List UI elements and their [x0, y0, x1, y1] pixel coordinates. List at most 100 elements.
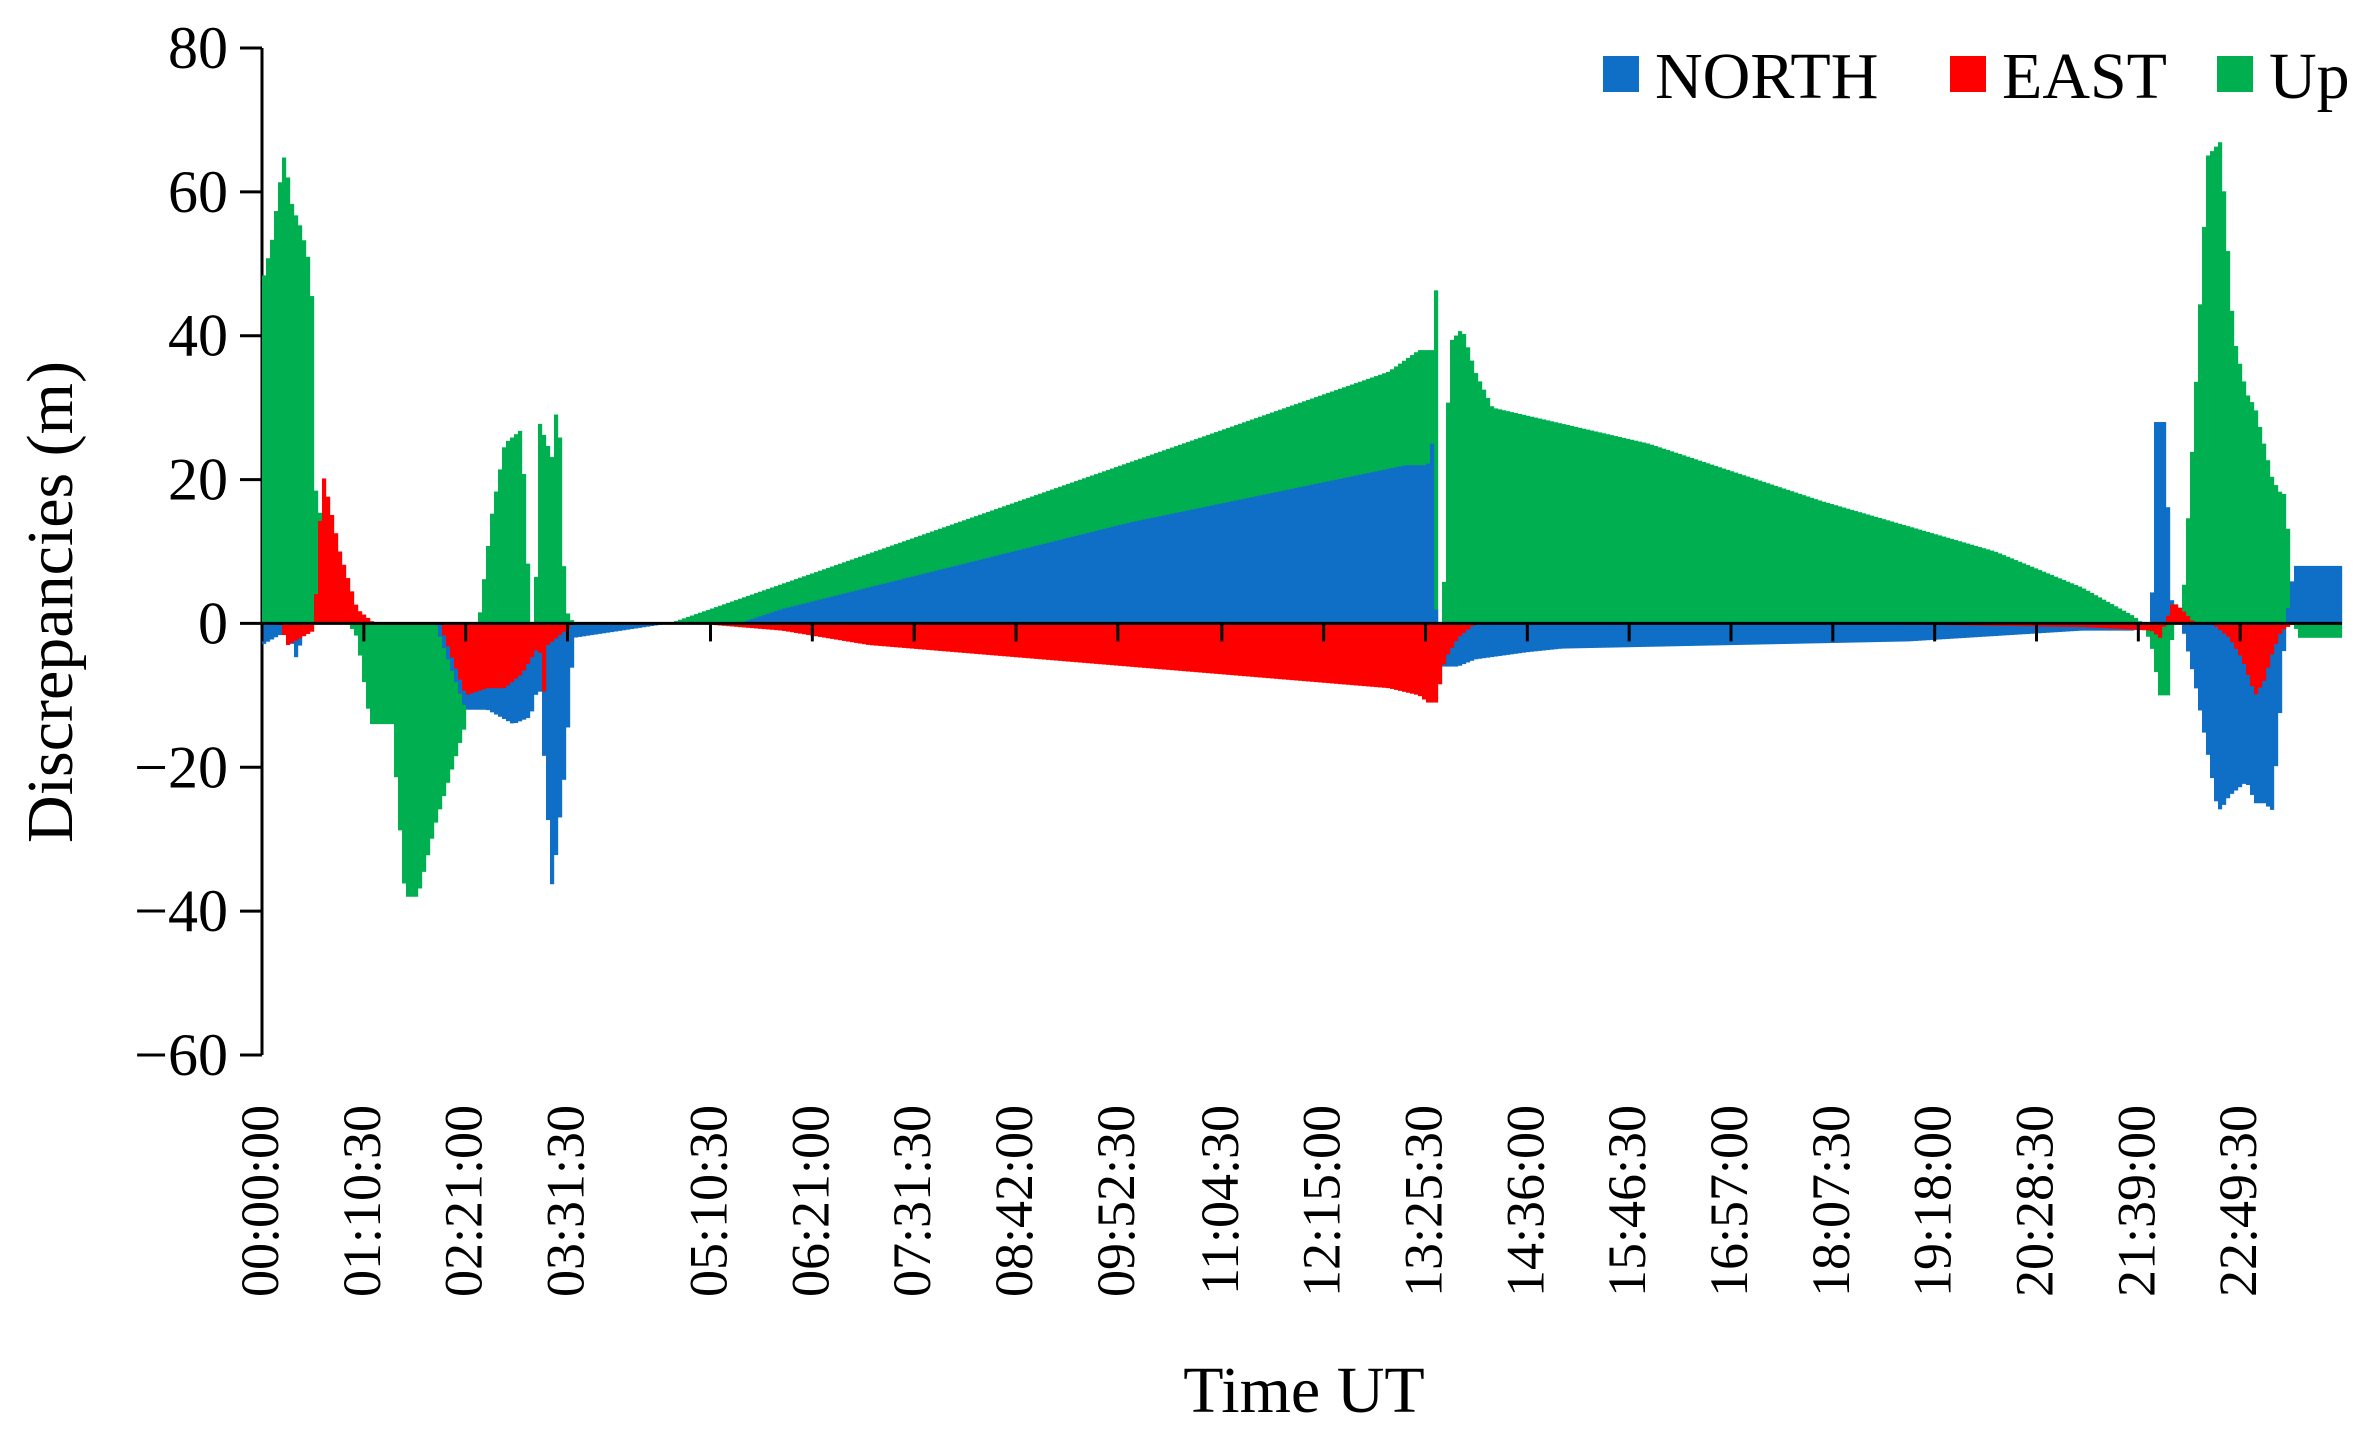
- bar-up: [690, 615, 695, 624]
- bar-north: [598, 623, 603, 634]
- bar-up: [2250, 402, 2255, 624]
- bar-north: [1874, 623, 1879, 643]
- bar-up: [1718, 467, 1723, 624]
- bar-north: [1146, 518, 1151, 624]
- bar-north: [642, 623, 647, 628]
- bar-up: [1770, 484, 1775, 624]
- bar-east: [486, 623, 491, 689]
- bar-north: [266, 623, 271, 642]
- bar-up: [1814, 499, 1819, 624]
- bar-east: [506, 623, 511, 686]
- bar-east: [1302, 623, 1307, 682]
- bar-north: [1882, 623, 1887, 642]
- bar-up: [2034, 568, 2039, 624]
- bar-up: [2286, 528, 2291, 624]
- bar-north: [2166, 507, 2171, 624]
- bar-north: [2338, 565, 2343, 624]
- bar-up: [2210, 151, 2215, 624]
- bar-north: [1854, 623, 1859, 643]
- bar-east: [1382, 623, 1387, 688]
- bar-up: [1446, 402, 1451, 624]
- bar-north: [2186, 623, 2191, 652]
- x-tick-label: 08:42:00: [984, 1105, 1044, 1297]
- bar-north: [1798, 623, 1803, 644]
- bar-east: [858, 623, 863, 644]
- bar-up: [402, 623, 407, 884]
- bar-north: [1850, 623, 1855, 643]
- bar-north: [1890, 623, 1895, 642]
- bar-north: [878, 584, 883, 624]
- bar-east: [2122, 623, 2127, 630]
- bar-up: [2314, 623, 2319, 638]
- bar-east: [1134, 623, 1139, 668]
- bar-up: [426, 623, 431, 856]
- bar-up: [1902, 524, 1907, 624]
- bar-up: [850, 559, 855, 624]
- bar-north: [1286, 489, 1291, 624]
- bar-east: [514, 623, 519, 679]
- bar-up: [2078, 586, 2083, 624]
- bar-east: [2110, 623, 2115, 629]
- bar-north: [558, 623, 563, 818]
- bar-up: [406, 623, 411, 897]
- bar-east: [2098, 623, 2103, 628]
- bar-east: [2070, 623, 2075, 627]
- bar-east: [1358, 623, 1363, 686]
- bar-east: [986, 623, 991, 655]
- bar-east: [1398, 623, 1403, 691]
- bar-north: [1922, 623, 1927, 641]
- bar-north: [1842, 623, 1847, 643]
- bar-north: [2326, 565, 2331, 624]
- bar-east: [1154, 623, 1159, 669]
- bar-up: [2126, 612, 2131, 624]
- bar-east: [2038, 623, 2043, 627]
- bar-up: [1526, 415, 1531, 624]
- bar-up: [2338, 623, 2343, 638]
- bar-east: [1262, 623, 1267, 678]
- bar-east: [942, 623, 947, 652]
- bar-north: [1078, 534, 1083, 624]
- bar-east: [1270, 623, 1275, 679]
- bar-north: [1258, 495, 1263, 624]
- bar-east: [1294, 623, 1299, 681]
- bar-up: [1554, 422, 1559, 624]
- bar-east: [1078, 623, 1083, 663]
- bar-north: [1166, 514, 1171, 624]
- bar-north: [2258, 623, 2263, 804]
- bar-up: [418, 623, 423, 889]
- bar-north: [1550, 623, 1555, 650]
- bar-north: [1886, 623, 1891, 642]
- bar-east: [966, 623, 971, 654]
- bar-east: [2266, 623, 2271, 668]
- bar-east: [1226, 623, 1231, 675]
- bar-east: [2186, 616, 2191, 624]
- bar-east: [1022, 623, 1027, 658]
- bar-north: [1226, 502, 1231, 624]
- bar-east: [806, 623, 811, 635]
- bar-north: [1130, 522, 1135, 624]
- bar-up: [1746, 476, 1751, 624]
- bar-up: [438, 623, 443, 810]
- bar-east: [2166, 615, 2171, 624]
- bar-north: [914, 575, 919, 624]
- bar-east: [1058, 623, 1063, 661]
- bar-north: [554, 623, 559, 856]
- bar-east: [1206, 623, 1211, 674]
- bar-up: [2134, 617, 2139, 624]
- bar-north: [2290, 581, 2295, 624]
- bar-up: [366, 623, 371, 709]
- bar-up: [2186, 518, 2191, 624]
- bar-up: [1862, 513, 1867, 624]
- bar-up: [386, 623, 391, 725]
- bar-up: [2194, 381, 2199, 624]
- bar-up: [822, 569, 827, 624]
- bar-east: [962, 623, 967, 653]
- bar-east: [1170, 623, 1175, 671]
- bar-east: [994, 623, 999, 656]
- bar-east: [542, 623, 547, 692]
- bar-up: [1730, 471, 1735, 624]
- bar-north: [618, 623, 623, 631]
- bar-east: [1350, 623, 1355, 686]
- bar-east: [1190, 623, 1195, 672]
- bar-up: [1994, 551, 1999, 624]
